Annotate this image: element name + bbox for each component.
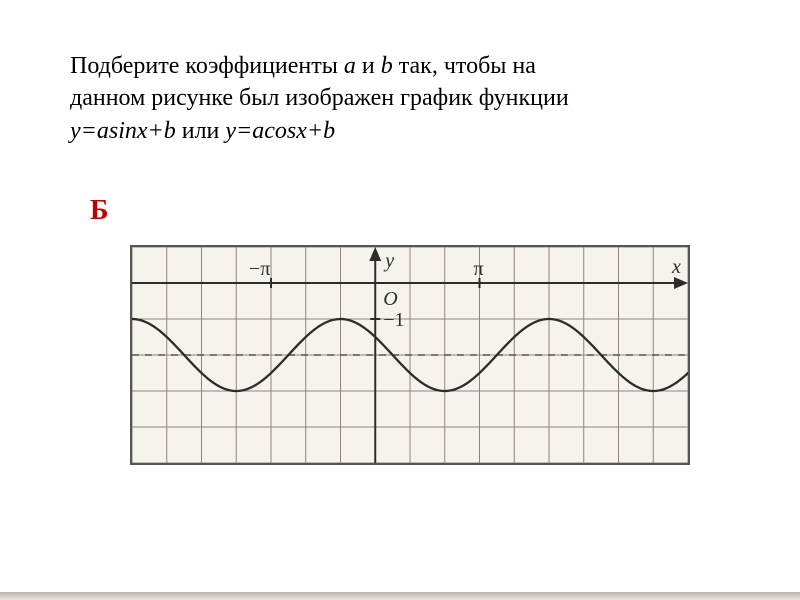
svg-text:O: O (383, 288, 397, 310)
eq1-y: y= (70, 118, 97, 144)
svg-text:x: x (671, 256, 681, 278)
chart-container: y x O −π π −1 (130, 245, 690, 465)
chart-svg: y x O −π π −1 (132, 247, 688, 463)
eq2-y: y= (225, 118, 252, 144)
svg-text:y: y (383, 250, 394, 272)
var-a: a (344, 53, 356, 79)
svg-text:−π: −π (249, 258, 270, 280)
slide-shadow (0, 592, 800, 600)
svg-text:π: π (474, 258, 484, 280)
problem-text: Подберите коэффициенты a и b так, чтобы … (70, 50, 730, 147)
text-part: и (356, 53, 381, 79)
text-part: так, чтобы на (393, 53, 536, 79)
var-b: b (381, 53, 393, 79)
eq2-a: a (252, 118, 264, 144)
text-line2: данном рисунке был изображен график функ… (70, 85, 569, 111)
svg-text:−1: −1 (383, 309, 404, 331)
eq1-sin: sinx+b (109, 118, 176, 144)
eq1-a: a (97, 118, 109, 144)
slide: Подберите коэффициенты a и b так, чтобы … (0, 0, 800, 600)
label-red: Б (90, 195, 109, 227)
eq-or: или (176, 118, 226, 144)
text-part: Подберите коэффициенты (70, 53, 344, 79)
eq2-cos: cosx+b (264, 118, 335, 144)
